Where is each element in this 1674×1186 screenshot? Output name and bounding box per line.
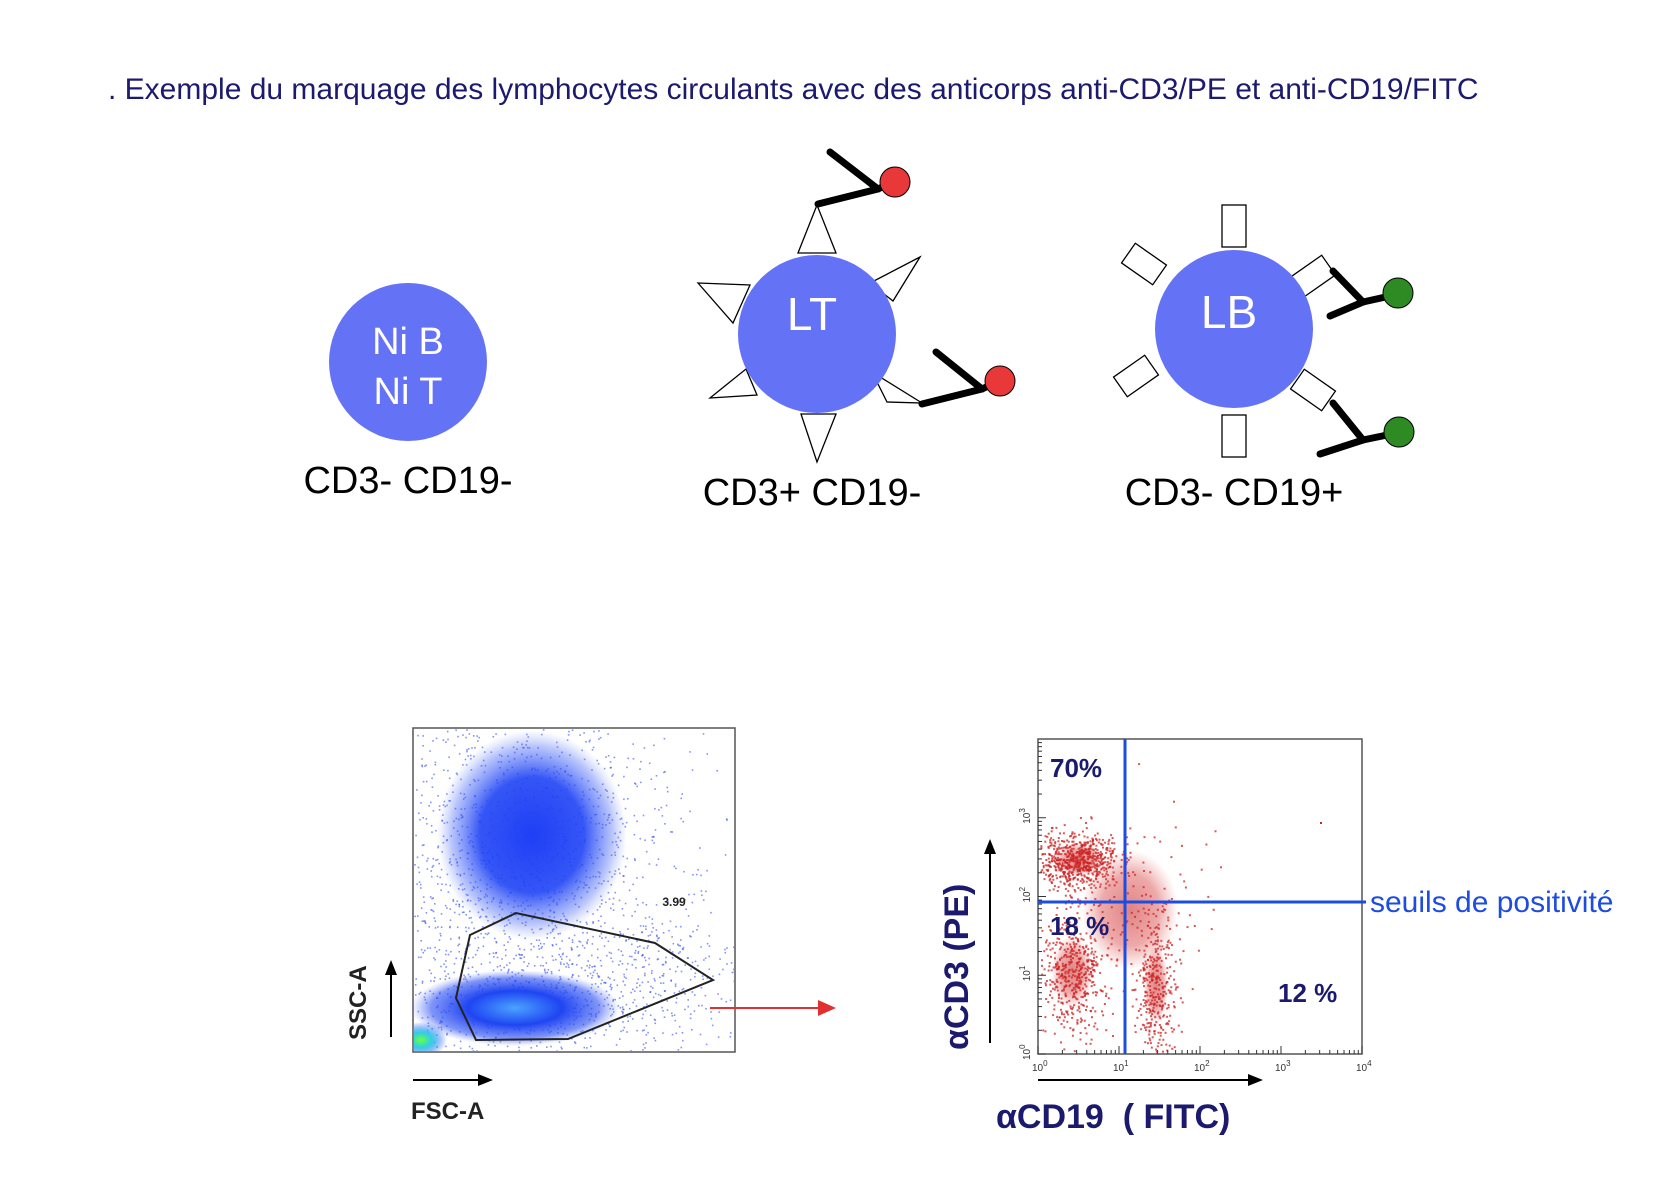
x-tick-label: 101 xyxy=(1113,1059,1129,1074)
fitc-fluorophore xyxy=(1382,277,1414,309)
anti-cd3-pe-antibody xyxy=(918,348,1016,408)
ssc-axis-label: SSC-A xyxy=(345,965,372,1040)
x-tick-label: 103 xyxy=(1275,1059,1291,1074)
lymphocyte-population xyxy=(414,970,620,1046)
gate-percentage: 3.99 xyxy=(662,895,686,909)
fitc-fluorophore xyxy=(1383,416,1415,448)
t-cell-body xyxy=(738,255,896,413)
cd19-receptor-lower-left xyxy=(1112,354,1160,398)
fsc-ssc-plot: 3.99 SSC-A FSC-A xyxy=(345,727,736,1125)
y-tick-label: 103 xyxy=(1018,808,1033,824)
cd3-receptor-lower-left xyxy=(707,367,758,399)
quadrant-ticks: 100 101 102 103 104 100 101 102 103 xyxy=(1018,742,1372,1074)
cd19-axis-arrowhead xyxy=(1248,1074,1263,1086)
anti-cd3-pe-antibody xyxy=(814,148,911,208)
cd19-receptor-bottom xyxy=(1221,414,1247,458)
b-cell-body xyxy=(1155,250,1313,408)
x-tick-label: 102 xyxy=(1194,1059,1210,1074)
gating-arrow xyxy=(710,1000,836,1016)
arrowhead xyxy=(818,1000,836,1016)
null-cell-label-line2: Ni T xyxy=(374,371,443,413)
cd3-receptor-upper-left xyxy=(696,282,751,325)
threshold-label: seuils de positivité xyxy=(1370,886,1613,919)
quadrant-lower-right-percent: 12 % xyxy=(1278,978,1337,1008)
b-cell-label: LB xyxy=(1201,286,1257,338)
cd3-axis-arrowhead xyxy=(984,839,996,854)
lymphocyte-gate xyxy=(454,911,716,1042)
null-cell-body xyxy=(329,283,487,441)
cd19-receptor-upper-left xyxy=(1120,242,1168,286)
t-cell-label: LT xyxy=(787,288,837,340)
null-cell-phenotype: CD3- CD19- xyxy=(303,460,512,502)
y-tick-label: 102 xyxy=(1018,886,1033,902)
cd19-receptor-top xyxy=(1221,204,1247,248)
cell-t-lymphocyte: LT CD3+ CD19- xyxy=(696,148,1016,514)
fsc-axis-arrowhead xyxy=(478,1074,493,1086)
fsc-axis-label: FSC-A xyxy=(411,1098,484,1125)
cd3-axis-label: αCD3 (PE) xyxy=(938,884,976,1050)
anti-cd19-fitc-antibody xyxy=(1326,267,1414,320)
cd3-receptor-lower-right xyxy=(870,370,925,404)
y-tick-label: 100 xyxy=(1018,1044,1033,1060)
granulocyte-population xyxy=(437,730,627,940)
cd19-axis-label: αCD19 ( FITC) xyxy=(996,1098,1230,1136)
x-tick-label: 100 xyxy=(1032,1059,1048,1074)
pe-fluorophore xyxy=(984,365,1016,397)
page-title: . Exemple du marquage des lymphocytes ci… xyxy=(108,73,1479,106)
cd3-receptor-top xyxy=(797,203,837,254)
y-tick-label: 101 xyxy=(1018,965,1033,981)
quadrant-upper-left-percent: 70% xyxy=(1050,753,1102,783)
null-cell-label-line1: Ni B xyxy=(372,321,444,363)
ssc-axis-arrowhead xyxy=(385,960,397,975)
cd19-receptor-lower-right xyxy=(1289,368,1337,412)
debris-corner xyxy=(414,1022,447,1051)
b-cell-phenotype: CD3- CD19+ xyxy=(1125,472,1344,514)
quadrant-dot-scatter xyxy=(1040,763,1322,1053)
t-cell-phenotype: CD3+ CD19- xyxy=(703,472,922,514)
cd3-cd19-quadrant-plot: 100 101 102 103 104 100 101 102 103 seuils de po… xyxy=(938,738,1613,1136)
cell-b-lymphocyte: LB CD3- CD19+ xyxy=(1112,204,1415,514)
x-tick-label: 104 xyxy=(1356,1059,1372,1074)
pe-fluorophore xyxy=(879,166,911,198)
quadrant-lower-left-percent: 18 % xyxy=(1050,911,1109,941)
anti-cd19-fitc-antibody xyxy=(1316,399,1415,458)
cell-null: Ni B Ni T CD3- CD19- xyxy=(303,283,513,502)
cd3-receptor-bottom xyxy=(800,413,837,464)
